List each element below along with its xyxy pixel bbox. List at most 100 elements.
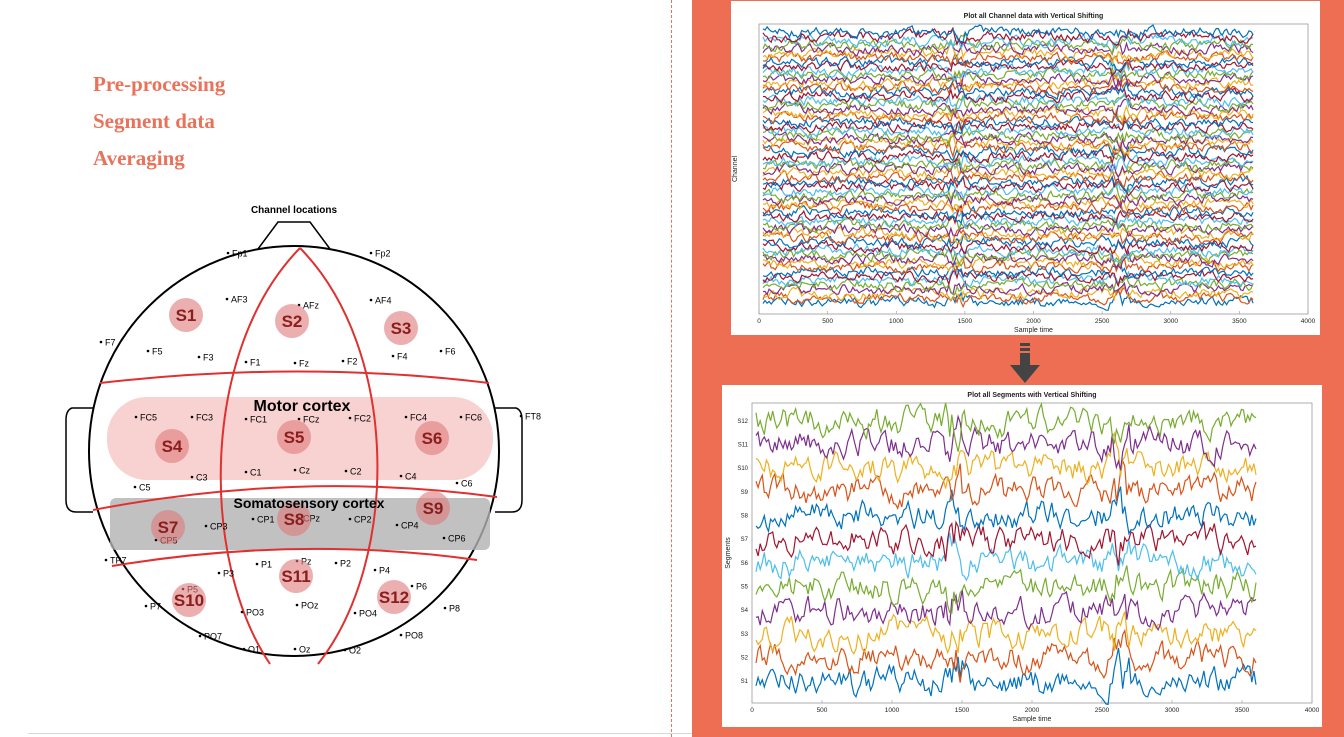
electrode-label: AF4 [375,296,392,306]
step-segment-data: Segment data [93,109,215,133]
electrode-label: PO3 [246,608,264,618]
electrode-label: FC5 [140,413,157,423]
series-line [755,532,1257,582]
segment-label: S10 [174,591,204,610]
electrode-dot [190,415,194,419]
electrode-label: FC1 [250,415,267,425]
series-line [762,214,1254,234]
series-line [762,180,1254,199]
x-tick-label: 1500 [958,318,973,325]
electrode-dot [134,415,138,419]
electrode-dot [225,297,229,301]
series-line [762,193,1254,214]
electrode-markers: Fp1 Fp2 AF3 AFz AF4 F7 F5 F3 F1 Fz F2 F4 F6 FC5 FC3 FC1… [99,249,541,656]
segment-circle [416,491,450,525]
electrode-label: CP3 [210,522,228,532]
series-line [755,520,1257,566]
series-line [762,151,1254,173]
x-axis-label: Sample time [1014,327,1053,334]
y-tick-label: S1 [741,679,749,685]
segment-plot-panel: Plot all Segments with Vertical Shifting… [722,385,1322,727]
electrode-dot [204,524,208,528]
series-line [762,84,1254,104]
electrode-dot [341,359,345,363]
electrode-dot [104,558,108,562]
series-line [762,174,1254,194]
channel-plot-panel: Plot all Channel data with Vertical Shif… [731,1,1320,335]
electrode-label: O1 [248,645,260,655]
electrode-label: Fz [299,359,309,369]
segment-label: S5 [284,428,305,447]
electrode-dot [395,523,399,527]
electrode-label: C2 [350,467,362,477]
series-line [762,94,1254,115]
step-averaging: Averaging [93,146,185,170]
series-line [755,458,1257,510]
series-line [762,147,1254,165]
electrode-label: F5 [152,347,163,357]
electrode-dot [369,298,373,302]
electrode-label: C4 [405,472,417,482]
series-line [762,113,1254,135]
series-line [762,255,1254,275]
electrode-label: POz [301,601,319,611]
electrode-label: C3 [196,473,208,483]
x-tick-label: 2500 [1095,707,1110,714]
x-tick-label: 3500 [1235,707,1250,714]
series-line [762,118,1254,137]
y-tick-label: S4 [741,608,749,614]
electrode-label: FC3 [196,413,213,423]
electrode-dot [404,415,408,419]
electrode-label: C6 [461,479,473,489]
channel-plot: Plot all Channel data with Vertical Shif… [732,13,1316,334]
electrode-dot [244,470,248,474]
series-line [755,589,1257,632]
x-tick-label: 3000 [1164,318,1179,325]
y-tick-label: S2 [741,656,749,662]
electrode-label: Fp1 [232,249,248,259]
plot-title: Plot all Channel data with Vertical Shif… [964,13,1104,20]
segment-circle [279,559,313,593]
x-tick-label: 0 [750,707,754,714]
electrode-label: Cz [299,466,310,476]
electrode-dot [293,361,297,365]
electrode-label: F2 [347,357,358,367]
series-line [762,275,1254,296]
electrode-dot [459,415,463,419]
electrode-label: FC6 [465,413,482,423]
electrode-label: C5 [139,483,151,493]
series-line [762,74,1254,96]
electrode-dot [295,603,299,607]
series-line [762,132,1254,157]
series-line [755,486,1257,536]
y-tick-label: S9 [741,490,749,496]
x-tick-label: 2000 [1026,318,1041,325]
x-tick-label: 4000 [1305,707,1320,714]
x-tick-label: 3500 [1232,318,1247,325]
electrode-dot [226,251,230,255]
series-line [762,162,1254,181]
electrode-dot [244,417,248,421]
electrode-dot [242,647,246,651]
electrode-label: P8 [449,604,460,614]
step-preprocessing: Pre-processing [93,72,226,96]
processing-steps: Pre-processing Segment data Averaging [93,70,225,181]
segment-label: S1 [176,306,197,325]
electrode-label: O2 [349,646,361,656]
electrode-label: P1 [261,560,272,570]
series-line [762,260,1254,280]
segment-label: S3 [391,319,412,338]
electrode-label: FT8 [525,412,541,422]
plot-title: Plot all Segments with Vertical Shifting [967,392,1096,399]
electrode-dot [399,474,403,478]
y-tick-label: S12 [737,419,748,425]
segment-circle [377,580,411,614]
head-title: Channel locations [251,205,338,216]
series-line [762,153,1254,175]
x-tick-label: 2500 [1095,318,1110,325]
electrode-dot [133,485,137,489]
segment-circle [277,502,311,536]
series-line [762,201,1254,225]
electrode-label: CP2 [354,515,372,525]
